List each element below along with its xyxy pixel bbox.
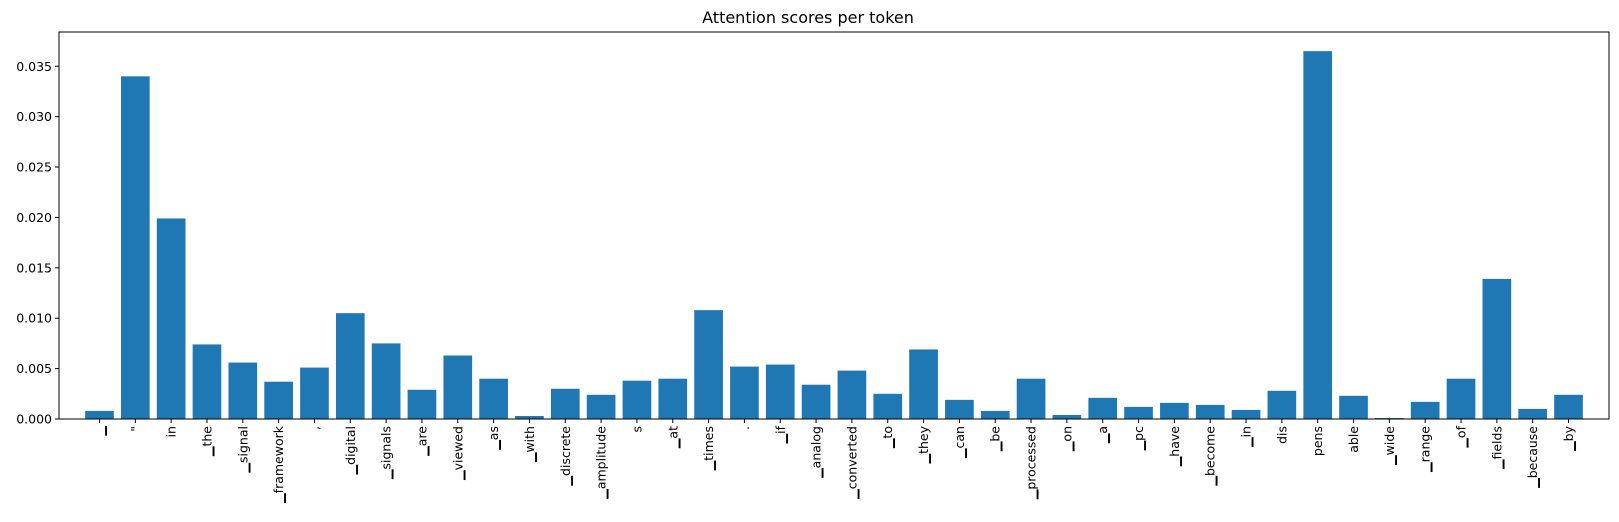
bar-6	[300, 367, 329, 419]
x-tick-label: pens	[1310, 426, 1325, 456]
x-tick-label: ▁be	[988, 426, 1004, 453]
x-tick-label: ▁to	[880, 426, 896, 449]
bar-30	[1160, 402, 1189, 419]
x-tick-label: ▁discrete	[558, 426, 574, 487]
bar-22	[873, 393, 903, 419]
bar-39	[1482, 278, 1512, 419]
bar-14	[586, 394, 616, 419]
x-tick-label: ▁because	[1525, 426, 1541, 489]
y-tick-label: 0.020	[16, 210, 52, 225]
bar-8	[371, 343, 401, 419]
bars-layer	[85, 51, 1583, 419]
bar-10	[443, 355, 473, 419]
bar-12	[515, 415, 544, 419]
bar-19	[765, 364, 795, 419]
x-tick-label: ▁the	[199, 426, 215, 457]
bar-3	[192, 344, 222, 419]
x-tick-label: ▁on	[1059, 426, 1075, 452]
x-tick-label: ▁viewed	[450, 426, 466, 481]
x-axis: ▁ " in ▁the ▁signal ▁framework, ▁digital ▁signa…	[92, 419, 1577, 504]
x-tick-label: ▁signals	[379, 426, 395, 480]
bar-37	[1410, 401, 1440, 419]
bar-33	[1267, 390, 1297, 419]
bar-17	[694, 310, 723, 419]
x-tick-label: ▁analog	[809, 426, 825, 479]
bar-25	[980, 410, 1010, 419]
x-tick-label: ▁signal	[235, 426, 251, 474]
bar-41	[1554, 394, 1583, 419]
x-tick-label: able	[1346, 426, 1361, 453]
bar-0	[85, 410, 114, 419]
x-tick-label: "	[128, 426, 143, 432]
bar-32	[1231, 409, 1261, 419]
bar-18	[730, 366, 759, 419]
bar-13	[550, 388, 580, 419]
x-tick-label: ▁become	[1203, 426, 1219, 487]
x-tick-label: ▁can	[952, 426, 968, 459]
x-tick-label: ▁fields	[1489, 426, 1505, 470]
y-tick-label: 0.030	[16, 109, 52, 124]
bar-34	[1303, 51, 1333, 419]
x-tick-label: ▁if	[773, 425, 789, 444]
bar-21	[837, 370, 867, 419]
bar-36	[1375, 417, 1404, 419]
x-tick-label: ▁by	[1561, 425, 1577, 452]
x-tick-label: ▁	[92, 426, 108, 437]
y-tick-label: 0.025	[16, 160, 52, 175]
bar-23	[909, 349, 938, 419]
x-tick-label: ▁digital	[343, 426, 359, 475]
bar-7	[335, 313, 365, 419]
x-tick-label: ▁in	[1239, 426, 1255, 448]
plot-frame	[58, 31, 1610, 420]
x-tick-label: ▁amplitude	[594, 426, 610, 500]
bar-4	[228, 362, 258, 419]
x-tick-label: ▁as	[486, 426, 502, 451]
bar-5	[264, 381, 293, 419]
x-tick-label: ▁range	[1418, 426, 1434, 473]
bar-26	[1016, 378, 1046, 419]
bar-31	[1195, 404, 1225, 419]
bar-27	[1052, 414, 1082, 419]
y-tick-label: 0.010	[16, 311, 52, 326]
x-tick-label: ▁converted	[844, 426, 860, 500]
x-tick-label: ▁wide	[1382, 426, 1398, 466]
bar-29	[1124, 406, 1153, 419]
x-tick-label: ▁framework	[271, 425, 287, 504]
bar-15	[622, 380, 652, 419]
x-tick-label: ▁are	[414, 426, 430, 457]
x-tick-label: ▁they	[916, 425, 932, 464]
x-tick-label: ,	[307, 426, 322, 430]
bar-24	[945, 399, 974, 419]
bar-11	[479, 378, 508, 419]
y-tick-label: 0.005	[16, 361, 52, 376]
chart-title: Attention scores per token	[702, 8, 914, 27]
x-tick-label: ▁pc	[1131, 426, 1147, 452]
bar-2	[156, 218, 186, 419]
x-tick-label: ▁times	[701, 426, 717, 471]
bar-35	[1339, 395, 1368, 419]
bar-38	[1446, 378, 1476, 419]
x-tick-label: ▁with	[522, 426, 538, 463]
x-tick-label: ▁have	[1167, 426, 1183, 468]
y-tick-label: 0.015	[16, 260, 52, 275]
x-tick-label: ▁a	[1095, 426, 1111, 444]
y-tick-label: 0.035	[16, 59, 52, 74]
x-tick-label: s	[629, 426, 644, 433]
x-tick-label: dis	[1274, 426, 1289, 444]
x-tick-label: ▁of	[1454, 425, 1470, 448]
y-axis: 0.000 0.005 0.010 0.015 0.020 0.025 0.030 0.035	[16, 59, 59, 427]
x-tick-label: ▁processed	[1024, 426, 1040, 500]
bar-28	[1088, 397, 1118, 419]
x-tick-label: .	[737, 426, 752, 430]
bar-9	[407, 389, 437, 419]
x-tick-label: in	[164, 426, 179, 437]
bar-16	[658, 378, 688, 419]
y-tick-label: 0.000	[16, 412, 52, 427]
x-tick-label: ▁at	[665, 426, 681, 449]
bar-40	[1518, 408, 1548, 419]
bar-1	[120, 76, 150, 419]
bar-20	[801, 384, 831, 419]
